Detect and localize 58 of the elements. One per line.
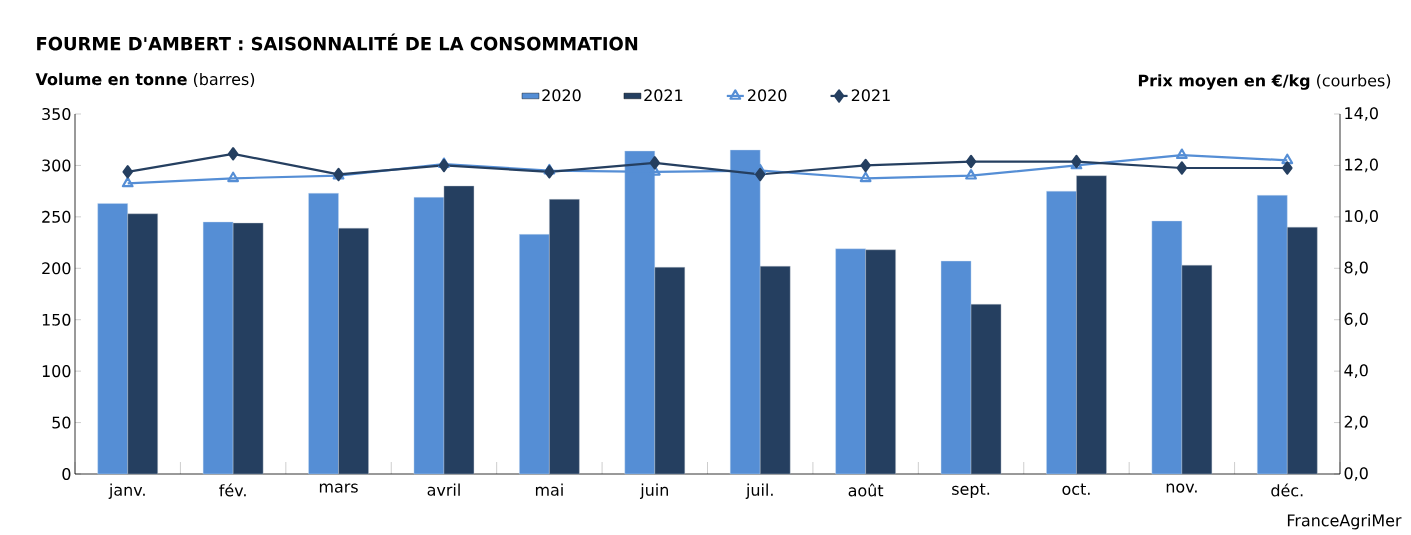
bar [413, 197, 445, 475]
bar [443, 185, 475, 475]
bar [202, 221, 234, 475]
x-tick-label: juin [639, 483, 668, 499]
legend-label: 2021 [851, 89, 890, 102]
y2-tick-label: 8,0 [1344, 261, 1368, 276]
y-tick-label: 350 [42, 107, 71, 121]
bar [1287, 226, 1318, 475]
x-tick-label: mai [535, 483, 563, 496]
y2-tick-label: 10,0 [1345, 210, 1378, 224]
bar [1257, 195, 1288, 475]
bar [232, 222, 264, 475]
chart-title: FOURME D'AMBERT : SAISONNALITÉ DE LA CONSOMMATION [37, 33, 638, 51]
y-tick-label: 100 [42, 365, 71, 378]
legend-label: 2020 [748, 89, 787, 102]
y2-tick-label: 0,0 [1344, 467, 1368, 481]
x-tick-label: juil. [745, 483, 773, 499]
y2-axis-title: Prix moyen en €/kg (courbes) [1138, 74, 1391, 90]
bar [338, 227, 369, 475]
x-tick-label: mars [319, 483, 358, 493]
bar [127, 213, 158, 475]
y2-tick-label: 4,0 [1344, 364, 1368, 378]
y-tick-label: 200 [42, 262, 71, 275]
bar [97, 203, 128, 475]
text: FranceAgriMer [1287, 514, 1402, 530]
x-tick-label: nov. [1166, 483, 1197, 493]
bar [1076, 175, 1107, 475]
x-tick-label: août [848, 483, 884, 497]
x-tick-label: déc. [1271, 483, 1303, 497]
bar [760, 266, 791, 475]
x-tick-label: fév. [219, 483, 246, 497]
y2-tick-label: 12,0 [1345, 158, 1378, 173]
bar [519, 234, 550, 475]
legend-label: 2021 [644, 89, 683, 102]
bar [654, 267, 685, 475]
y-tick-label: 0 [62, 467, 71, 481]
bar [308, 193, 339, 475]
x-tick-label: avril [427, 483, 460, 496]
y2-tick-label: 2,0 [1344, 415, 1368, 430]
y-tick-label: 150 [42, 313, 71, 326]
x-tick-label: oct. [1062, 483, 1090, 495]
bar [1151, 220, 1183, 475]
legend-label: 2020 [542, 89, 581, 102]
x-tick-label: sept. [952, 483, 990, 499]
bar [549, 199, 580, 475]
bar [940, 260, 972, 475]
bar [970, 304, 1002, 475]
y-tick-label: 50 [52, 416, 71, 429]
x-tick-label: janv. [108, 483, 145, 499]
y-axis-title: Volume en tonne (barres) [35, 72, 255, 88]
bar [835, 248, 866, 475]
bar [865, 249, 896, 475]
y2-tick-label: 14,0 [1345, 107, 1378, 121]
bar [1046, 190, 1077, 475]
bar [1181, 265, 1213, 475]
y-tick-label: 300 [42, 159, 71, 172]
y-tick-label: 250 [42, 210, 71, 223]
y2-tick-label: 6,0 [1344, 312, 1368, 327]
